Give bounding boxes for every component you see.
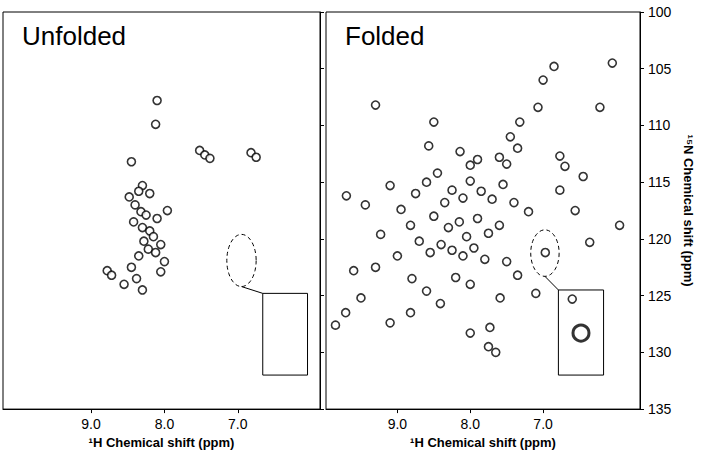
svg-text:9.0: 9.0 bbox=[81, 416, 101, 432]
svg-text:110: 110 bbox=[648, 117, 671, 133]
svg-text:8.0: 8.0 bbox=[461, 416, 481, 432]
svg-text:7.0: 7.0 bbox=[533, 416, 553, 432]
svg-text:¹H Chemical shift (ppm): ¹H Chemical shift (ppm) bbox=[410, 435, 556, 450]
svg-text:135: 135 bbox=[648, 401, 672, 417]
svg-text:8.0: 8.0 bbox=[155, 416, 175, 432]
svg-text:100: 100 bbox=[648, 4, 672, 20]
svg-text:Unfolded: Unfolded bbox=[22, 21, 126, 51]
svg-text:Folded: Folded bbox=[345, 21, 425, 51]
svg-text:120: 120 bbox=[648, 231, 672, 247]
svg-text:130: 130 bbox=[648, 344, 672, 360]
svg-text:¹H Chemical shift (ppm): ¹H Chemical shift (ppm) bbox=[89, 435, 235, 450]
svg-text:125: 125 bbox=[648, 288, 672, 304]
svg-text:¹⁵N Chemical shift (ppm): ¹⁵N Chemical shift (ppm) bbox=[681, 135, 696, 287]
svg-text:115: 115 bbox=[648, 174, 671, 190]
svg-text:7.0: 7.0 bbox=[228, 416, 248, 432]
svg-text:9.0: 9.0 bbox=[388, 416, 408, 432]
svg-text:105: 105 bbox=[648, 61, 672, 77]
